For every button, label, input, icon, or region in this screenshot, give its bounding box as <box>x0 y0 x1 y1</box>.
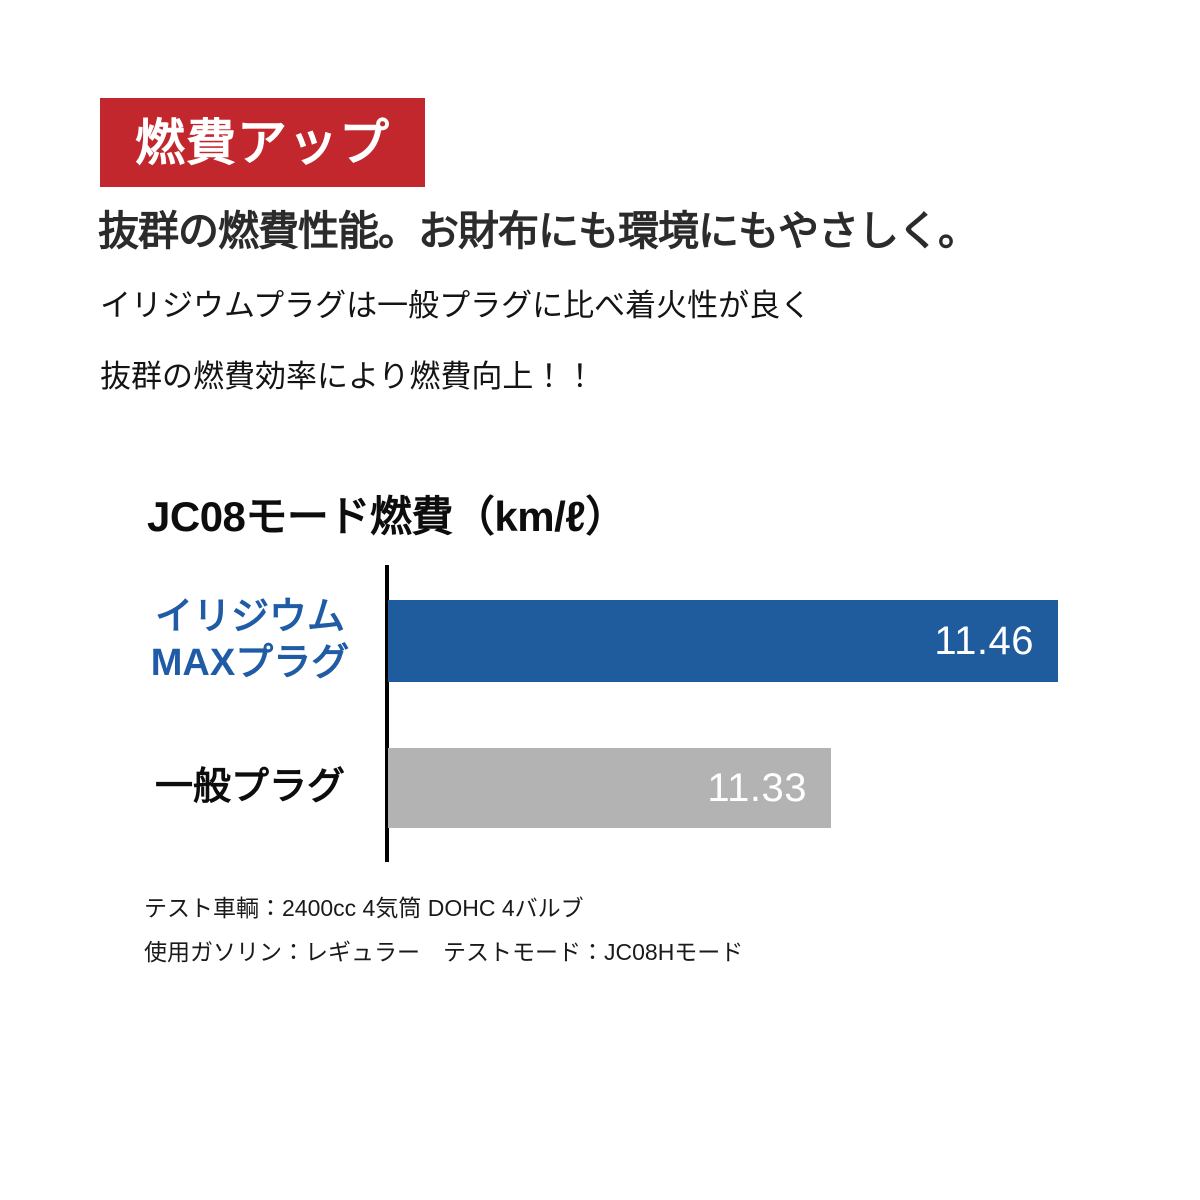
section-banner: 燃費アップ <box>100 98 425 187</box>
chart-title: JC08モード燃費（km/ℓ） <box>147 493 627 540</box>
chart-bar-value: 11.46 <box>934 619 1034 663</box>
body-line-2: 抜群の燃費効率により燃費向上！！ <box>100 359 596 394</box>
body-copy: イリジウムプラグは一般プラグに比べ着火性が良く 抜群の燃費効率により燃費向上！！ <box>100 290 811 392</box>
chart-category-label-line-1: 一般プラグ <box>154 766 345 809</box>
chart-category-label-line-1: イリジウム <box>154 596 345 639</box>
chart-bar-iridium-max: 11.46 <box>388 600 1058 682</box>
page-title: 抜群の燃費性能。お財布にも環境にもやさしく。 <box>98 208 979 254</box>
chart-footnotes: テスト車輌：2400cc 4気筒 DOHC 4バルブ 使用ガソリン：レギュラー … <box>144 897 743 964</box>
chart-bar-value: 11.33 <box>707 766 807 810</box>
chart-category-label-standard: 一般プラグ <box>130 748 370 828</box>
body-line-1: イリジウムプラグは一般プラグに比べ着火性が良く <box>100 288 812 323</box>
chart-category-label-line-2: MAXプラグ <box>150 642 350 684</box>
footnote-line-1: テスト車輌：2400cc 4気筒 DOHC 4バルブ <box>144 895 584 921</box>
banner-label: 燃費アップ <box>135 114 390 171</box>
footnote-line-2: 使用ガソリン：レギュラー テストモード：JC08Hモード <box>144 939 744 965</box>
chart-category-label-iridium-max: イリジウム MAXプラグ <box>130 592 370 690</box>
chart-bar-standard: 11.33 <box>388 748 831 828</box>
chart-y-axis-line <box>385 565 389 862</box>
